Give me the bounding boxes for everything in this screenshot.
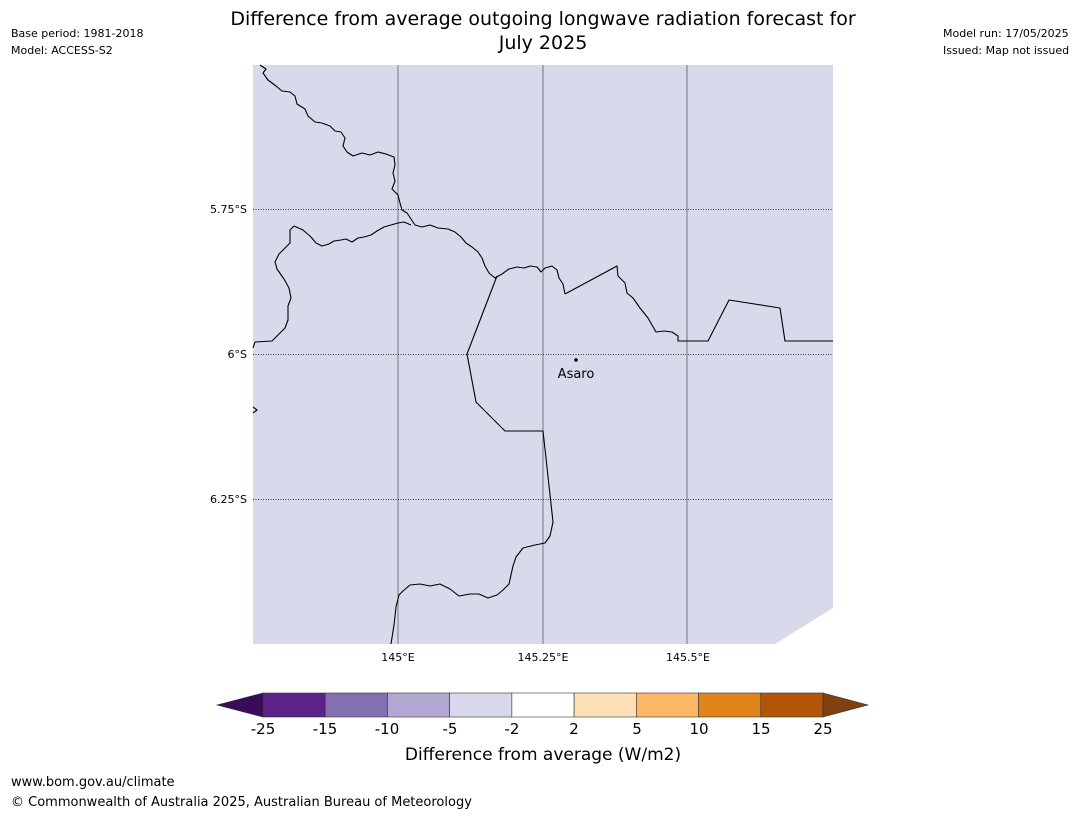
colorbar-bin-5: [511, 692, 575, 718]
base-period-text: Base period: 1981-2018: [11, 27, 144, 40]
boundary-fragment: [252, 406, 258, 414]
cb-tick-4: -5: [442, 720, 458, 738]
cb-tick-3: -10: [374, 720, 400, 738]
boundary-central: [390, 275, 554, 645]
colorbar-under-arrow: [215, 692, 264, 718]
map-figure: Asaro 5.75°S 6°S 6.25°S 145°E 145.25°E 1…: [210, 64, 833, 664]
issued-text: Issued: Map not issued: [943, 44, 1070, 57]
lon-label-145e: 145°E: [381, 651, 414, 664]
province-boundaries: [252, 64, 833, 645]
colorbar-bin-1: [262, 692, 326, 718]
asaro-label: Asaro: [558, 367, 595, 382]
model-run-text: Model run: 17/05/2025: [943, 27, 1069, 40]
lat-label-5-75s: 5.75°S: [210, 203, 247, 216]
model-text: Model: ACCESS-S2: [11, 44, 113, 57]
map-title: Difference from average outgoing longwav…: [163, 7, 923, 55]
boundary-northern: [259, 64, 566, 295]
colorbar-bin-7: [636, 692, 699, 718]
cb-tick-9: 15: [751, 720, 771, 738]
cb-tick-8: 10: [689, 720, 709, 738]
colorbar-bin-8: [698, 692, 762, 718]
asaro-marker: [574, 358, 578, 362]
colorbar-bin-6: [573, 692, 637, 718]
lon-label-145-5e: 145.5°E: [666, 651, 710, 664]
cb-tick-6: 2: [569, 720, 579, 738]
footer-url: www.bom.gov.au/climate: [11, 775, 175, 790]
colorbar-bin-9: [760, 692, 824, 718]
cb-tick-5: -2: [504, 720, 520, 738]
colorbar-bin-2: [324, 692, 388, 718]
cb-tick-10: 25: [813, 720, 833, 738]
lat-label-6s: 6°S: [228, 348, 247, 361]
map-panel: Asaro 5.75°S 6°S 6.25°S 145°E 145.25°E 1…: [210, 64, 833, 664]
colorbar-over-arrow: [822, 692, 870, 718]
footer-copyright: © Commonwealth of Australia 2025, Austra…: [11, 795, 472, 810]
colorbar-bin-4: [449, 692, 513, 718]
colorbar-ticks: -25 -15 -10 -5 -2 2 5 10 15 25: [0, 720, 1085, 740]
colorbar-bin-3: [387, 692, 450, 718]
lon-label-145-25e: 145.25°E: [518, 651, 569, 664]
cb-tick-1: -25: [250, 720, 276, 738]
colorbar-label: Difference from average (W/m2): [404, 745, 682, 765]
lat-label-6-25s: 6.25°S: [210, 493, 247, 506]
cb-tick-7: 5: [632, 720, 642, 738]
cb-tick-2: -15: [312, 720, 338, 738]
title-line-1: Difference from average outgoing longwav…: [230, 8, 856, 30]
title-line-2: July 2025: [498, 32, 588, 54]
boundary-east: [564, 265, 833, 342]
boundary-west: [252, 221, 412, 349]
colorbar: [215, 692, 870, 718]
